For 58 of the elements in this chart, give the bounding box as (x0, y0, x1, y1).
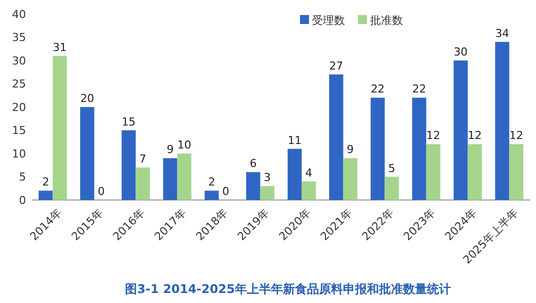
y-tick-label: 5 (19, 170, 26, 184)
data-label: 31 (52, 40, 67, 54)
bar (163, 158, 178, 200)
bar (177, 154, 192, 200)
legend-label: 受理数 (312, 14, 345, 27)
data-label: 30 (454, 46, 468, 58)
data-label: 5 (388, 162, 396, 175)
bar (122, 130, 136, 200)
bar (495, 42, 510, 200)
data-label: 22 (370, 82, 385, 96)
y-tick-label: 25 (12, 78, 26, 91)
data-label: 2 (208, 176, 216, 189)
data-label: 12 (509, 129, 524, 142)
bar (468, 144, 482, 200)
y-tick-label: 10 (12, 147, 26, 160)
y-tick-label: 40 (12, 8, 26, 21)
y-tick-label: 15 (12, 124, 26, 138)
data-label: 3 (264, 171, 271, 184)
data-label: 7 (139, 152, 146, 166)
y-tick-label: 0 (19, 194, 26, 207)
bar (52, 56, 67, 200)
legend-label: 批准数 (370, 14, 403, 27)
bar (38, 190, 53, 200)
data-label: 22 (412, 82, 426, 96)
data-label: 6 (250, 157, 257, 170)
data-label: 20 (80, 92, 94, 105)
data-label: 11 (288, 134, 302, 147)
bar (412, 98, 426, 200)
data-label: 15 (122, 115, 136, 128)
bar (454, 60, 468, 200)
text: 图3-1 2014-2025年上半年新食品原料申报和批准数量统计 (125, 282, 451, 296)
data-label: 10 (177, 138, 192, 152)
data-label: 0 (222, 185, 230, 198)
bar (260, 186, 274, 200)
data-label: 0 (98, 185, 105, 198)
data-label: 34 (495, 26, 510, 40)
bar (302, 181, 316, 200)
y-tick-label: 20 (12, 100, 26, 114)
bar (384, 176, 399, 200)
data-label: 9 (346, 143, 354, 156)
bar (246, 172, 260, 200)
y-tick-label: 30 (12, 54, 26, 68)
data-label: 2 (42, 176, 50, 189)
data-label: 4 (305, 166, 312, 180)
bar (136, 167, 150, 200)
y-tick-label: 35 (12, 31, 26, 44)
bar (80, 107, 94, 200)
bar (204, 190, 219, 200)
bar (509, 144, 524, 200)
bar (370, 98, 385, 200)
bar (288, 148, 302, 200)
bar (329, 74, 344, 200)
data-label: 27 (329, 59, 344, 72)
bar (426, 144, 440, 200)
data-label: 12 (426, 129, 440, 142)
bar (343, 158, 358, 200)
data-label: 9 (166, 143, 174, 156)
data-label: 12 (468, 129, 482, 142)
